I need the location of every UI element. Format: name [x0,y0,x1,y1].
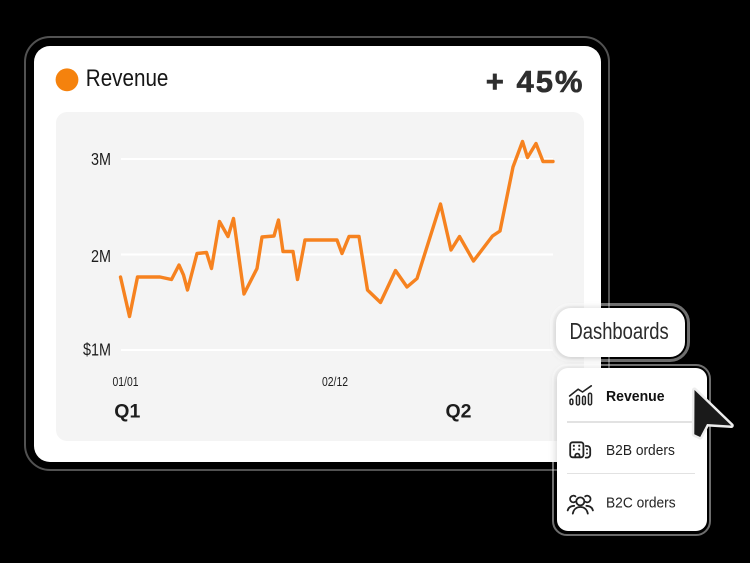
svg-text:Revenue: Revenue [606,389,665,405]
svg-text:02/12: 02/12 [322,375,348,389]
svg-text:Dashboards: Dashboards [570,319,669,344]
svg-text:$1M: $1M [83,340,111,360]
svg-text:Q2: Q2 [445,401,471,423]
svg-text:B2C orders: B2C orders [606,494,676,510]
svg-text:3M: 3M [91,150,111,170]
svg-text:Q1: Q1 [114,401,140,423]
svg-text:01/01: 01/01 [112,375,138,389]
svg-text:B2B orders: B2B orders [606,442,675,458]
svg-text:Revenue: Revenue [86,65,169,92]
svg-text:+ 45%: + 45% [486,64,585,99]
svg-text:2M: 2M [91,247,111,267]
